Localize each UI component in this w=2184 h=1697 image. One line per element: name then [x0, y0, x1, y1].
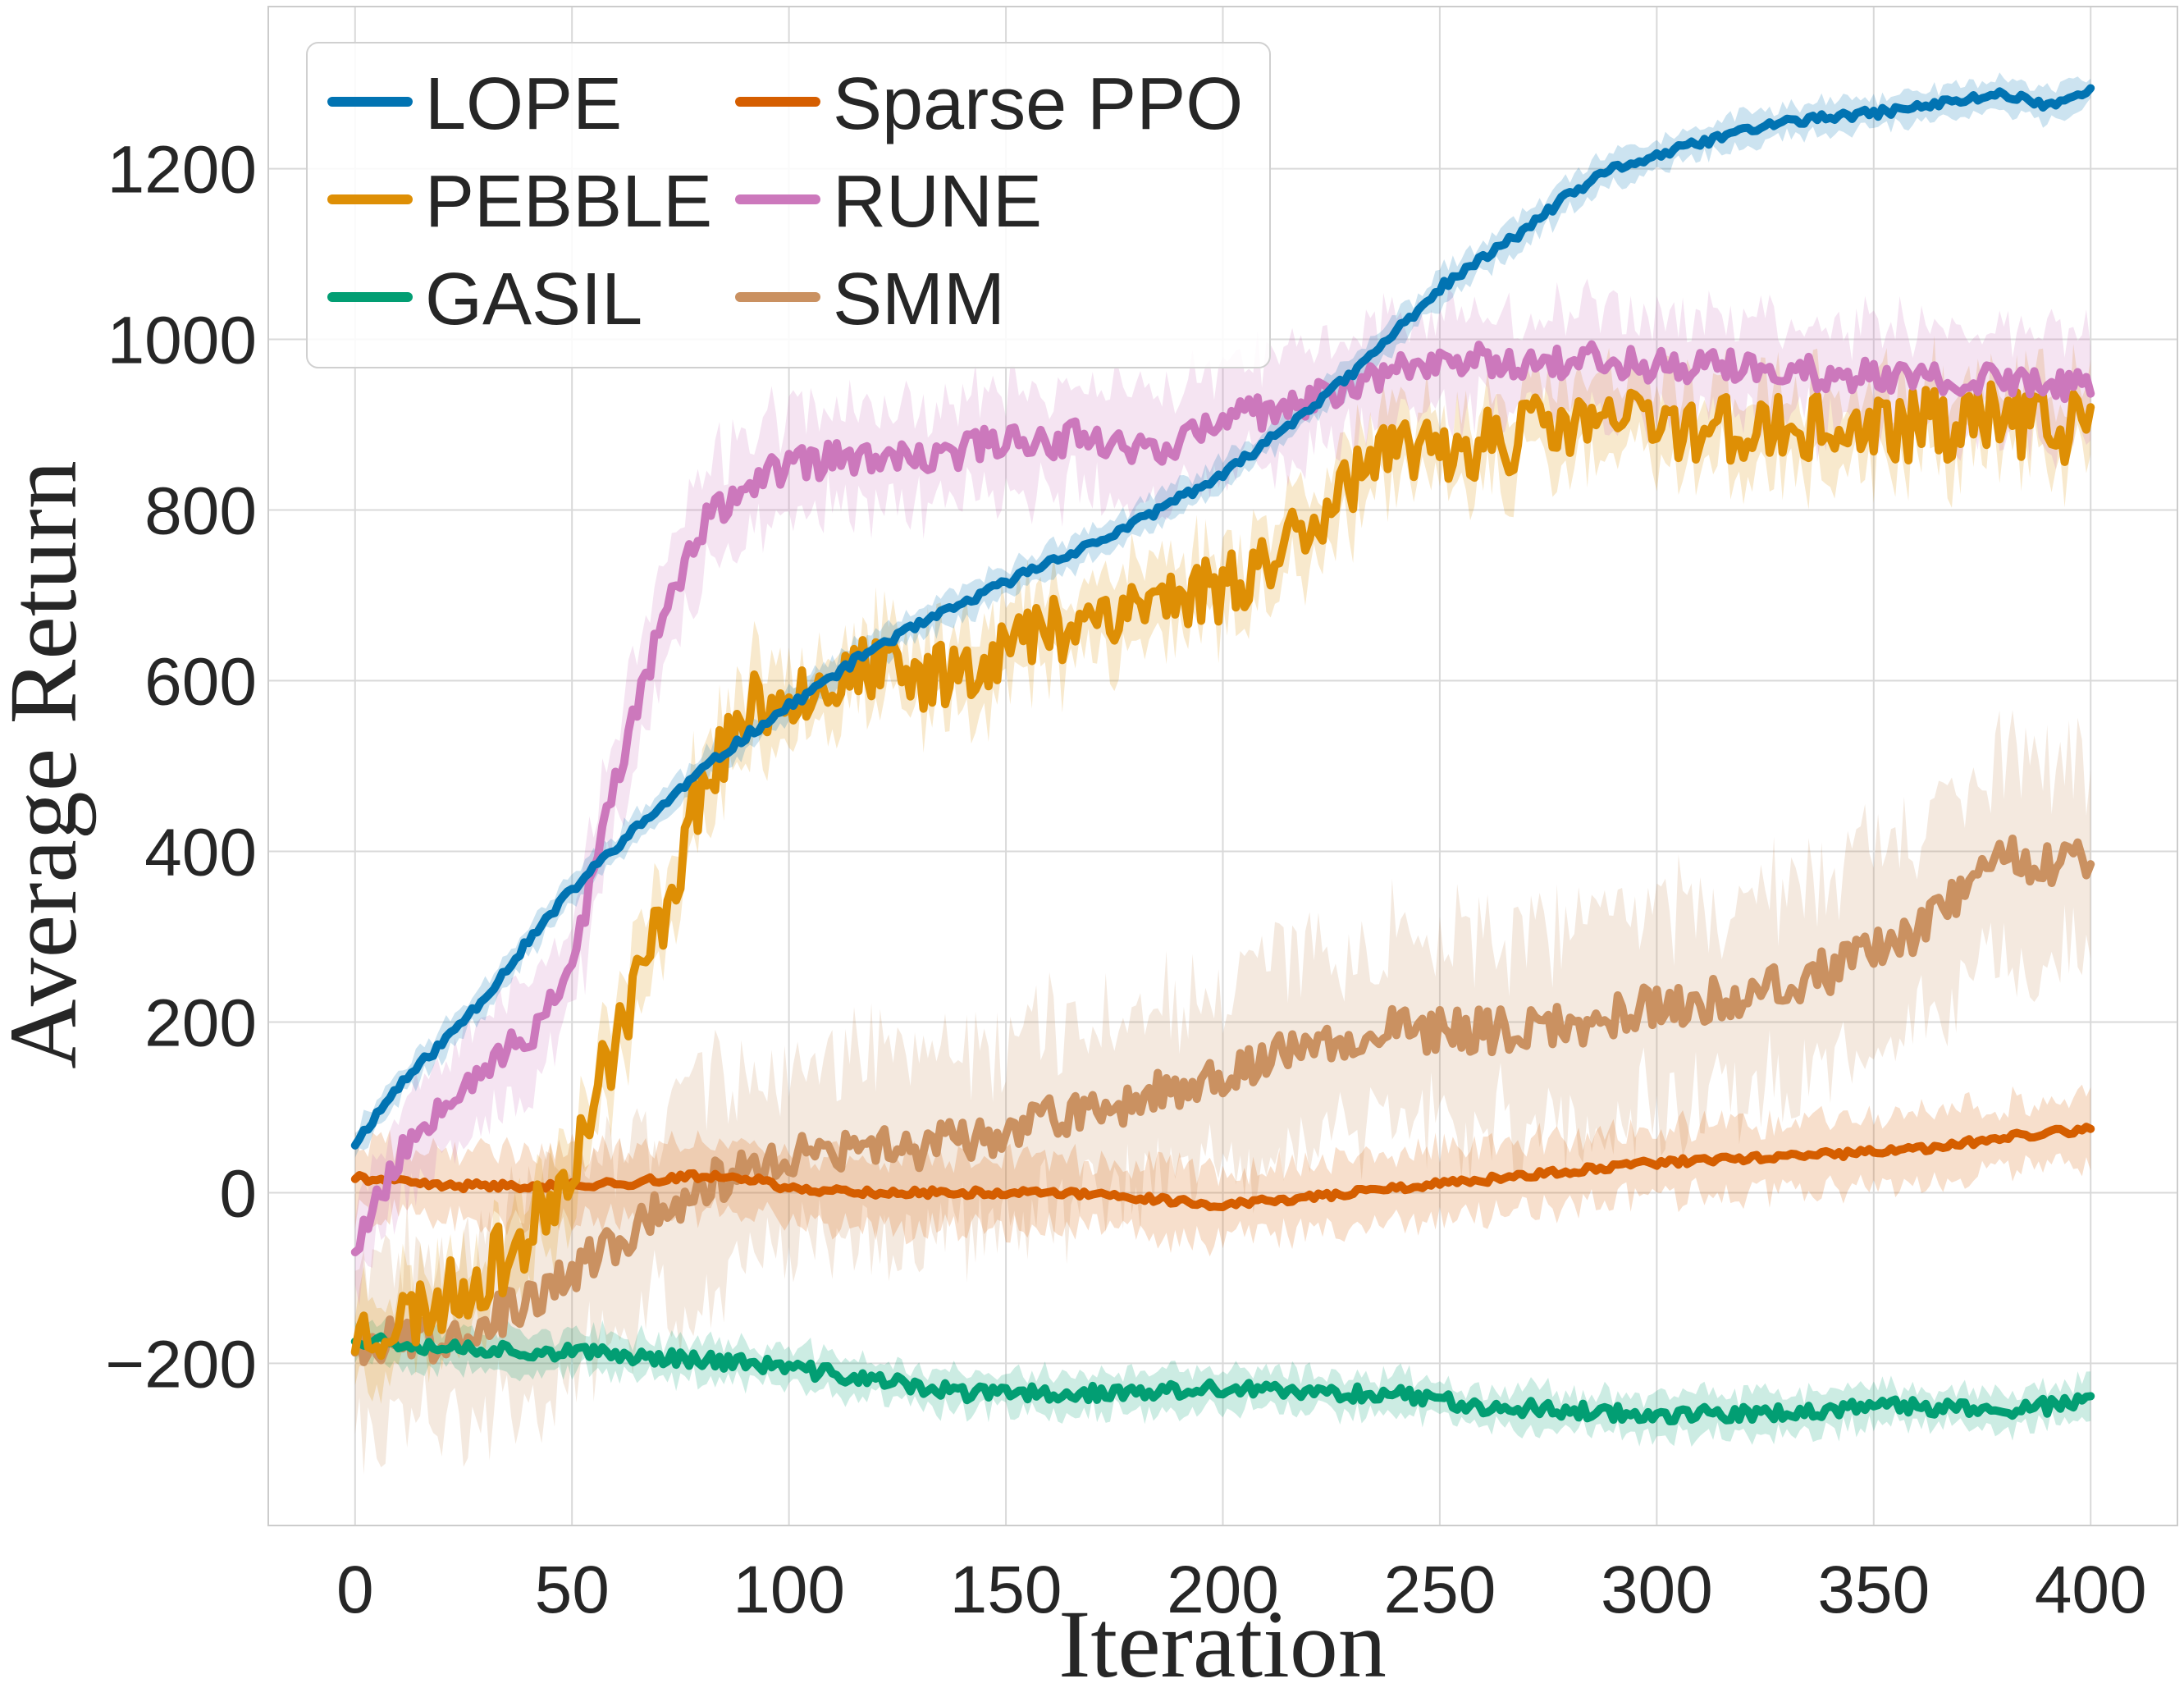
x-axis-label: Iteration — [1058, 1590, 1387, 1697]
legend-label-pebble: PEBBLE — [425, 161, 712, 243]
series-line-sparse-ppo — [350, 1123, 2095, 1211]
band-sparse-ppo — [354, 1084, 2091, 1257]
plot-frame — [267, 6, 2178, 1526]
y-tick-label: 400 — [144, 815, 257, 890]
x-tick-label: 0 — [336, 1553, 374, 1627]
series-lines — [350, 84, 2095, 1425]
legend-label-rune: RUNE — [833, 161, 1042, 243]
legend: LOPE PEBBLE GASIL Sparse PPO RUNE SMM — [306, 42, 1271, 368]
legend-label-smm: SMM — [833, 258, 1005, 341]
series-line-smm — [350, 835, 2095, 1366]
tick-labels: 0 50 100 150 200 250 300 350 400 −200 0 200 400 600 80… — [105, 133, 2146, 1627]
legend-label-gasil: GASIL — [425, 258, 642, 341]
x-tick-label: 350 — [1817, 1553, 1930, 1627]
x-tick-label: 250 — [1384, 1553, 1496, 1627]
x-tick-label: 100 — [733, 1553, 845, 1627]
legend-label-sparse-ppo: Sparse PPO — [833, 63, 1243, 145]
y-tick-label: 200 — [144, 986, 257, 1060]
x-tick-label: 400 — [2035, 1553, 2147, 1627]
y-tick-label: 600 — [144, 645, 257, 720]
series-line-lope — [350, 84, 2095, 1150]
y-tick-label: 800 — [144, 474, 257, 549]
y-axis-label: Average Return — [0, 460, 97, 1069]
series-line-rune — [350, 340, 2095, 1256]
legend-box — [306, 42, 1271, 368]
legend-entries: LOPE PEBBLE GASIL Sparse PPO RUNE SMM — [327, 63, 1243, 341]
y-tick-label: 0 — [219, 1156, 257, 1231]
series-line-pebble — [350, 380, 2095, 1361]
legend-label-lope: LOPE — [425, 63, 622, 145]
x-tick-label: 150 — [950, 1553, 1062, 1627]
y-tick-label: 1200 — [107, 133, 257, 208]
x-tick-label: 300 — [1601, 1553, 1713, 1627]
series-line-gasil — [350, 1332, 2095, 1425]
y-tick-label: −200 — [105, 1327, 257, 1402]
x-tick-label: 50 — [535, 1553, 610, 1627]
x-tick-label: 200 — [1167, 1553, 1279, 1627]
y-tick-label: 1000 — [107, 304, 257, 378]
